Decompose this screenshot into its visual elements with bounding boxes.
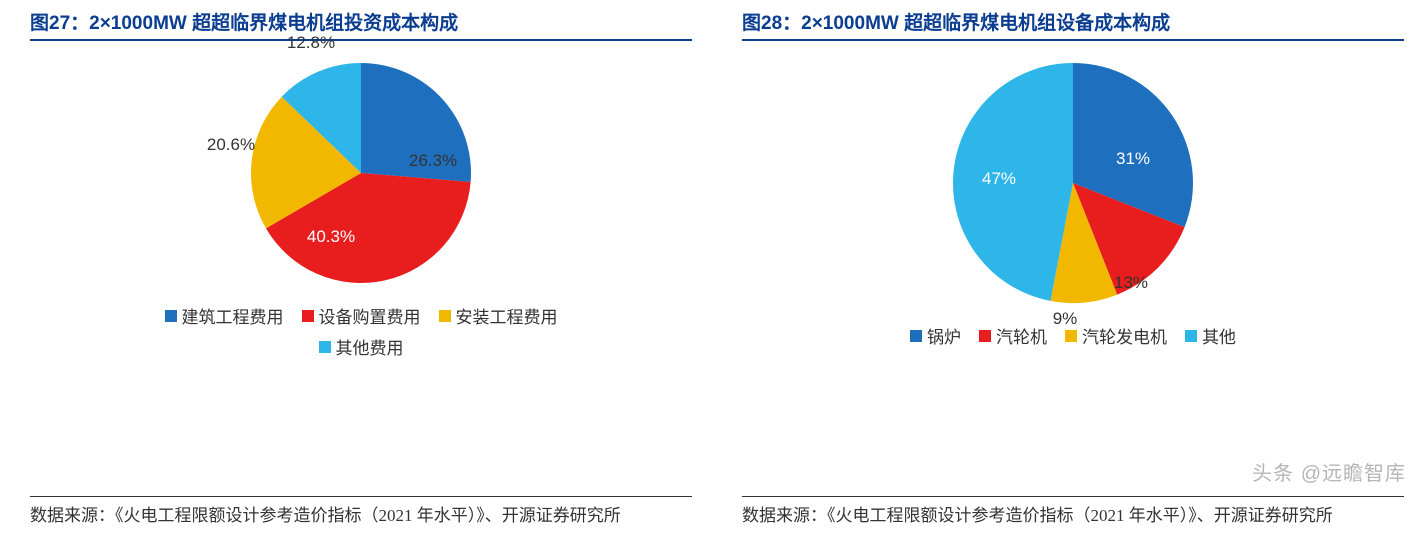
legend-label: 其他 (1202, 323, 1236, 348)
legend-item: 建筑工程费用 (165, 303, 284, 328)
legend-swatch (979, 330, 991, 342)
legend-label: 其他费用 (336, 334, 404, 359)
legend-item: 安装工程费用 (439, 303, 558, 328)
legend-item: 设备购置费用 (302, 303, 421, 328)
right-divider: 数据来源：《火电工程限额设计参考造价指标（2021 年水平）》、开源证券研究所 (742, 496, 1404, 529)
slice-label: 9% (1053, 309, 1078, 329)
slice-label: 13% (1114, 273, 1148, 293)
legend-swatch (319, 341, 331, 353)
legend-label: 设备购置费用 (319, 303, 421, 328)
watermark: 头条 @远瞻智库 (1252, 457, 1406, 486)
left-source: 数据来源：《火电工程限额设计参考造价指标（2021 年水平）》、开源证券研究所 (30, 503, 692, 529)
slice-label: 20.6% (207, 135, 255, 155)
legend-item: 锅炉 (910, 323, 961, 348)
legend-swatch (1065, 330, 1077, 342)
slice-label: 31% (1116, 149, 1150, 169)
legend-item: 其他 (1185, 323, 1236, 348)
legend-swatch (910, 330, 922, 342)
left-divider: 数据来源：《火电工程限额设计参考造价指标（2021 年水平）》、开源证券研究所 (30, 496, 692, 529)
right-pie: 31%13%9%47% (951, 61, 1195, 305)
right-source: 数据来源：《火电工程限额设计参考造价指标（2021 年水平）》、开源证券研究所 (742, 503, 1404, 529)
left-legend: 建筑工程费用 设备购置费用 安装工程费用其他费用 (151, 303, 571, 359)
left-title: 图27：2×1000MW 超超临界煤电机组投资成本构成 (30, 8, 692, 41)
slice-label: 47% (982, 169, 1016, 189)
legend-swatch (302, 310, 314, 322)
right-title: 图28：2×1000MW 超超临界煤电机组设备成本构成 (742, 8, 1404, 41)
legend-swatch (165, 310, 177, 322)
legend-item: 其他费用 (319, 334, 404, 359)
legend-swatch (439, 310, 451, 322)
legend-label: 安装工程费用 (456, 303, 558, 328)
right-panel: 图28：2×1000MW 超超临界煤电机组设备成本构成 31% 13% 9% 47% … (712, 0, 1424, 536)
slice-label: 40.3% (307, 227, 355, 247)
legend-label: 汽轮发电机 (1082, 323, 1167, 348)
slice-label: 12.8% (287, 33, 335, 53)
legend-label: 锅炉 (927, 323, 961, 348)
legend-item: 汽轮机 (979, 323, 1047, 348)
legend-label: 建筑工程费用 (182, 303, 284, 328)
slice-label: 26.3% (409, 151, 457, 171)
right-chart-area: 31% 13% 9% 47% 锅炉 汽轮机 汽轮发电机 其他 (742, 51, 1404, 486)
left-panel: 图27：2×1000MW 超超临界煤电机组投资成本构成 26.3% 40.3% 20… (0, 0, 712, 536)
legend-item: 汽轮发电机 (1065, 323, 1167, 348)
legend-swatch (1185, 330, 1197, 342)
left-chart-area: 26.3%40.3%20.6%12.8% 建筑工程费用设备购置费用安装工程费用其… (30, 51, 692, 486)
left-pie: 26.3%40.3%20.6%12.8% (249, 61, 473, 285)
legend-label: 汽轮机 (996, 323, 1047, 348)
